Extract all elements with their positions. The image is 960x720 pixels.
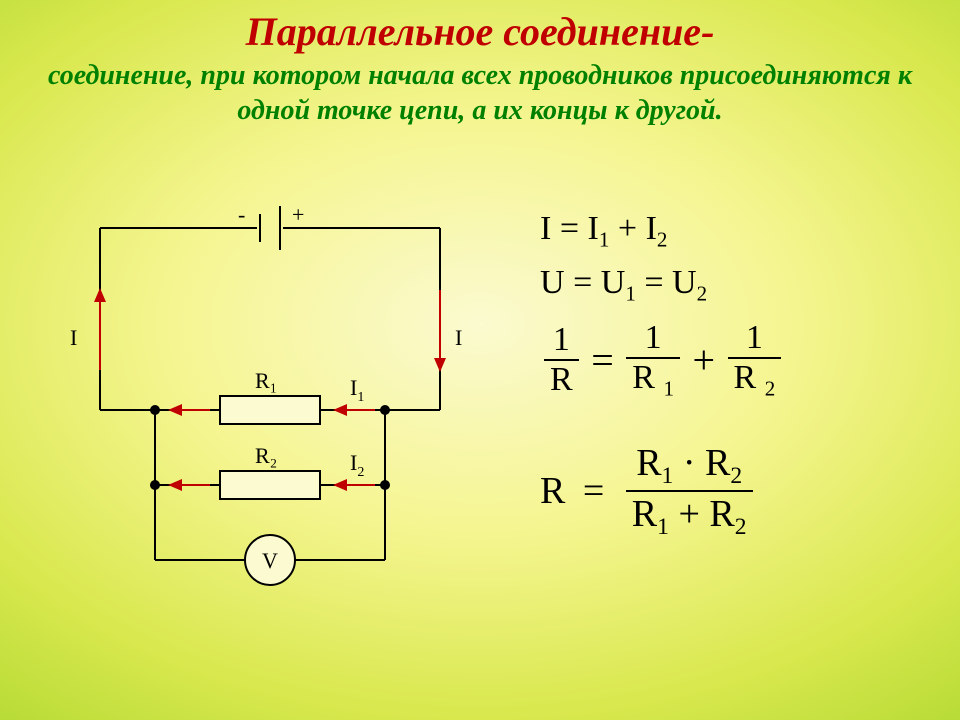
slide-title: Параллельное соединение- — [0, 0, 960, 54]
eq-reciprocal: 1R = 1R 1 + 1R 2 — [540, 319, 940, 401]
branch-voltmeter: V — [155, 535, 385, 585]
battery-symbol: - + — [238, 202, 304, 250]
battery-minus: - — [238, 202, 245, 227]
label-I-right: I — [455, 325, 462, 350]
current-arrows-outer — [100, 290, 440, 370]
label-I1: I1 — [350, 375, 364, 405]
label-I-left: I — [70, 325, 77, 350]
label-R2: R₂ — [255, 443, 277, 468]
label-I2: I2 — [350, 450, 364, 480]
branch-R2: R₂ I2 — [155, 443, 385, 499]
eq-current: I = I1 + I2 — [540, 210, 940, 252]
branch-R1: R₁ I1 — [155, 368, 385, 424]
slide-subtitle: соединение, при котором начала всех пров… — [0, 54, 960, 128]
slide-content: Параллельное соединение- соединение, при… — [0, 0, 960, 720]
battery-plus: + — [292, 202, 304, 227]
eq-voltage: U = U1 = U2 — [540, 264, 940, 306]
label-V: V — [262, 548, 278, 573]
circuit-diagram: - + I I R₁ — [60, 200, 480, 620]
eq-product-over-sum: R = R1 · R2 R1 + R2 — [540, 441, 940, 541]
label-R1: R₁ — [255, 368, 277, 393]
formulas-block: I = I1 + I2 U = U1 = U2 1R = 1R 1 + 1R 2… — [540, 210, 940, 554]
